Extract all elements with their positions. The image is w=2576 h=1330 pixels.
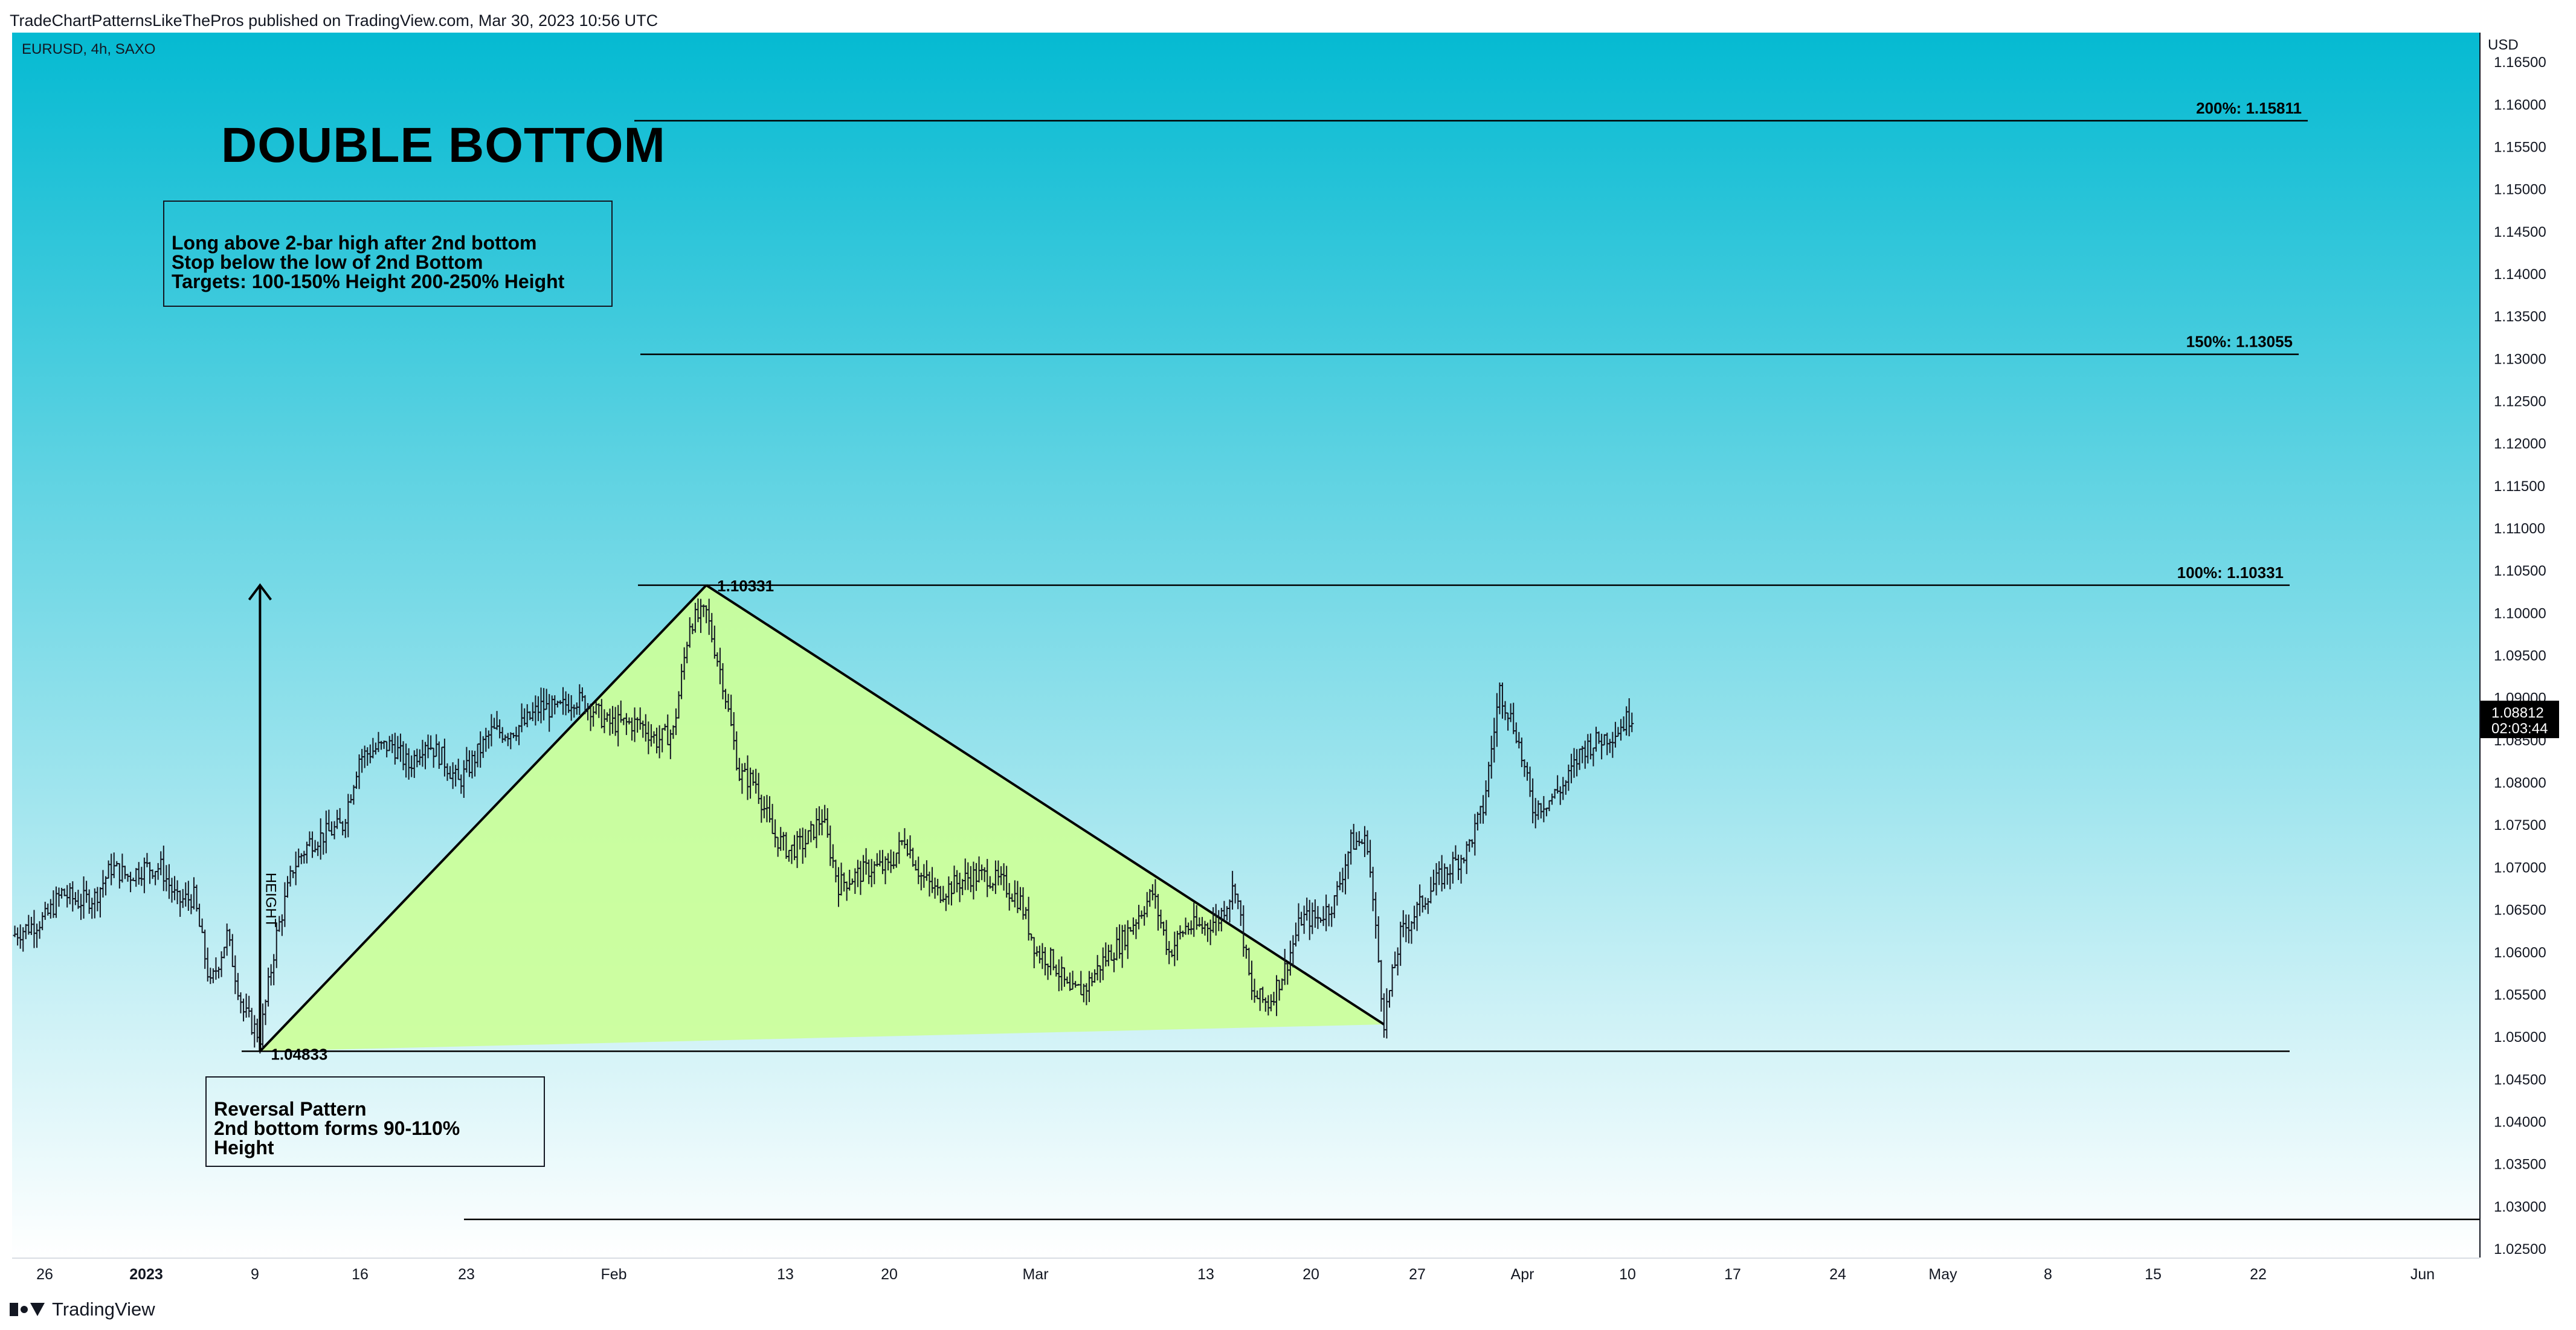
published-header: TradeChartPatternsLikeThePros published … [10,11,658,30]
price-tick-label: 1.16000 [2494,97,2546,113]
time-tick-label: 27 [1409,1266,1426,1283]
price-tick-label: 1.09500 [2494,648,2546,664]
time-tick-label: 13 [1197,1266,1214,1283]
rules-line-2: Stop below the low of 2nd Bottom [172,251,483,273]
price-tick-label: 1.14500 [2494,224,2546,240]
price-axis-unit: USD [2488,37,2519,53]
footer-brand: TradingView [10,1293,155,1326]
tradingview-logo-icon [10,1303,45,1316]
price-tick-label: 1.11500 [2494,478,2545,495]
price-tick-label: 1.13000 [2494,351,2546,367]
candles-layer [13,598,1634,1054]
price-tick-label: 1.10000 [2494,605,2546,622]
rules-box: Long above 2-bar high after 2nd bottom S… [163,201,613,307]
time-tick-label: 20 [881,1266,898,1283]
price-tick-label: 1.05500 [2494,987,2546,1003]
time-axis-canvas: 26 2023 9 16 23 Feb 13 20 Mar 13 20 27 Apr 10 17 24 May 8… [36,1266,2435,1283]
time-tick-label: 16 [352,1266,369,1283]
last-price-tag [2481,701,2559,739]
price-tick-label: 1.12500 [2494,394,2546,410]
time-tick-label: Mar [1022,1266,1048,1283]
time-tick-label: Feb [601,1266,626,1283]
chart-background [12,33,2479,1258]
notes-box: Reversal Pattern 2nd bottom forms 90-110… [205,1076,545,1167]
price-tick-label: 1.04000 [2494,1114,2546,1130]
price-tick-label: 1.14000 [2494,266,2546,283]
time-tick-label: Apr [1511,1266,1534,1283]
pattern-edge-right [706,584,1385,1026]
price-tick-label: 1.05000 [2494,1029,2546,1046]
target-level-label: 200%: 1.15811 [2196,99,2302,117]
price-tick-label: 1.07500 [2494,817,2546,834]
price-tick-label: 1.15000 [2494,182,2546,198]
brand-label: TradingView [52,1299,155,1320]
time-tick-label: 10 [1619,1266,1636,1283]
price-tick-label: 1.16500 [2494,54,2546,71]
last-price-countdown: 02:03:44 [2491,721,2548,737]
time-tick-label: 26 [36,1266,53,1283]
price-tick-label: 1.15500 [2494,139,2546,155]
price-tick-label: 1.03500 [2494,1157,2546,1173]
height-arrow-head [248,583,272,601]
time-tick-label: 17 [1724,1266,1741,1283]
time-tick-label: 13 [777,1266,794,1283]
time-tick-label: 20 [1302,1266,1319,1283]
last-price-value: 1.08812 [2491,705,2544,721]
symbol-label: EURUSD, 4h, SAXO [22,41,156,57]
price-tick-label: 1.08000 [2494,775,2546,791]
time-tick-label: 22 [2250,1266,2267,1283]
time-tick-label: 2023 [129,1266,163,1283]
peak-price-label: 1.10331 [717,577,774,595]
price-tick-label: 1.10500 [2494,563,2546,579]
levels-layer: 200%: 1.15811 150%: 1.13055 100%: 1.10331 [242,99,2479,1221]
time-axis[interactable]: 26 2023 9 16 23 Feb 13 20 Mar 13 20 27 Apr 10 17 24 May 8… [12,1258,2479,1288]
time-tick-label: 8 [2044,1266,2052,1283]
annotation-layer: 1.04833 1.10331 HEIGHT [248,577,774,1064]
pattern-edge-left [259,584,707,1052]
price-tick-label: 1.06500 [2494,902,2546,919]
time-tick-label: May [1928,1266,1957,1283]
candle [1630,712,1634,733]
price-tick-label: 1.04500 [2494,1071,2546,1088]
price-axis[interactable]: USD 1.16500 1.16000 1.15500 1.15000 1.14500 1.… [2481,33,2576,1258]
height-label: HEIGHT [262,873,279,928]
time-tick-label: 23 [458,1266,475,1283]
time-tick-label: 24 [1829,1266,1846,1283]
target-level-label: 150%: 1.13055 [2186,333,2293,351]
price-tick-label: 1.13500 [2494,309,2546,325]
price-tick-label: 1.06000 [2494,945,2546,961]
price-tick-label: 1.11000 [2494,521,2545,537]
notes-line-1: Reversal Pattern [214,1098,367,1120]
chart-area[interactable]: 200%: 1.15811 150%: 1.13055 100%: 1.10331 … [12,33,2481,1258]
notes-line-2: 2nd bottom forms 90-110% [214,1117,460,1139]
price-tick-label: 1.03000 [2494,1199,2546,1215]
price-tick-label: 1.02500 [2494,1241,2546,1258]
rules-line-3: Targets: 100-150% Height 200-250% Height [172,271,565,292]
target-level-label: 100%: 1.10331 [2177,564,2284,582]
notes-line-3: Height [214,1137,274,1158]
rules-line-1: Long above 2-bar high after 2nd bottom [172,232,537,254]
time-tick-label: Jun [2410,1266,2435,1283]
time-tick-label: 9 [251,1266,259,1283]
price-tick-label: 1.12000 [2494,436,2546,452]
bottom-price-label: 1.04833 [271,1046,327,1064]
chart-title: DOUBLE BOTTOM [221,118,666,173]
time-tick-label: 15 [2145,1266,2162,1283]
price-tick-label: 1.07000 [2494,859,2546,876]
